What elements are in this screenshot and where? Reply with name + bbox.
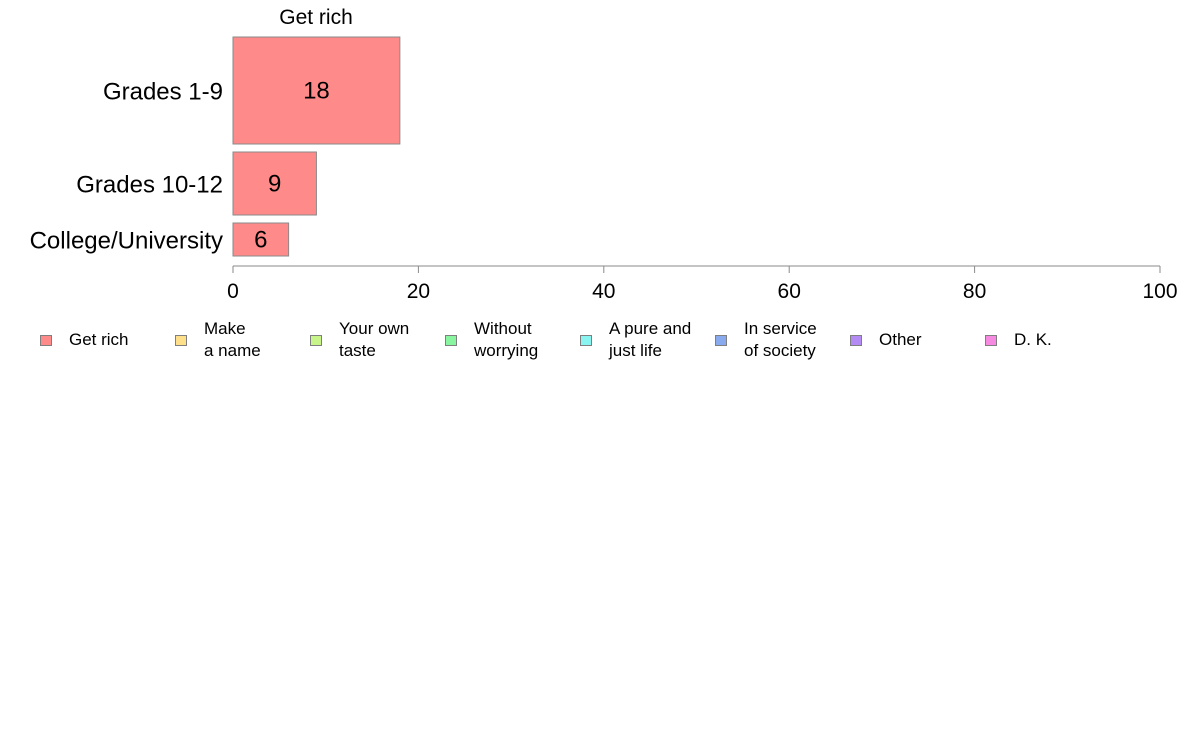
x-tick-label: 40 — [592, 280, 615, 303]
bar-value-label: 18 — [303, 78, 330, 105]
legend-swatch — [310, 334, 322, 346]
legend-label: Other — [879, 330, 922, 349]
legend-item: D. K. — [985, 318, 1052, 362]
bar-value-label: 9 — [268, 171, 281, 198]
legend-label: A pure and just life — [609, 319, 692, 360]
legend-swatch — [175, 334, 187, 346]
legend-label: D. K. — [1014, 330, 1052, 349]
x-tick-label: 20 — [407, 280, 430, 303]
bars: 18 Grades 1-9 9 Grades 10-12 6 College/Univer… — [30, 36, 401, 257]
legend-item: Without worrying — [445, 318, 538, 362]
category-label: Grades 10-12 — [76, 172, 223, 199]
legend-item: A pure and just life — [580, 318, 691, 362]
x-tick-label: 80 — [963, 280, 986, 303]
bar-value-label: 6 — [254, 227, 267, 254]
legend: Get rich Make a name Your own taste Without… — [40, 318, 1180, 368]
legend-label: Without worrying — [474, 319, 539, 360]
legend-swatch — [715, 334, 727, 346]
category-label: College/University — [30, 228, 223, 255]
legend-label: Get rich — [69, 330, 129, 349]
legend-label: In service of society — [744, 319, 817, 360]
legend-label: Make a name — [204, 319, 261, 360]
legend-label: Your own taste — [339, 319, 410, 360]
legend-swatch — [850, 334, 862, 346]
category-label: Grades 1-9 — [103, 79, 223, 106]
bar-college-university — [232, 222, 290, 257]
legend-swatch — [445, 334, 457, 346]
legend-item: Other — [850, 318, 922, 362]
legend-item: Your own taste — [310, 318, 409, 362]
panel-title: Get rich — [279, 6, 353, 29]
x-tick-label: 0 — [227, 280, 239, 303]
bar-grades-1-9 — [232, 36, 401, 145]
legend-swatch — [985, 334, 997, 346]
bar-grades-10-12 — [232, 151, 317, 216]
x-tick-label: 100 — [1142, 280, 1177, 303]
legend-item: Get rich — [40, 318, 129, 362]
legend-item: Make a name — [175, 318, 261, 362]
legend-swatch — [40, 334, 52, 346]
x-tick-label: 60 — [778, 280, 801, 303]
x-axis: 0 20 40 60 80 100 — [227, 265, 1178, 303]
legend-item: In service of society — [715, 318, 817, 362]
legend-swatch — [580, 334, 592, 346]
